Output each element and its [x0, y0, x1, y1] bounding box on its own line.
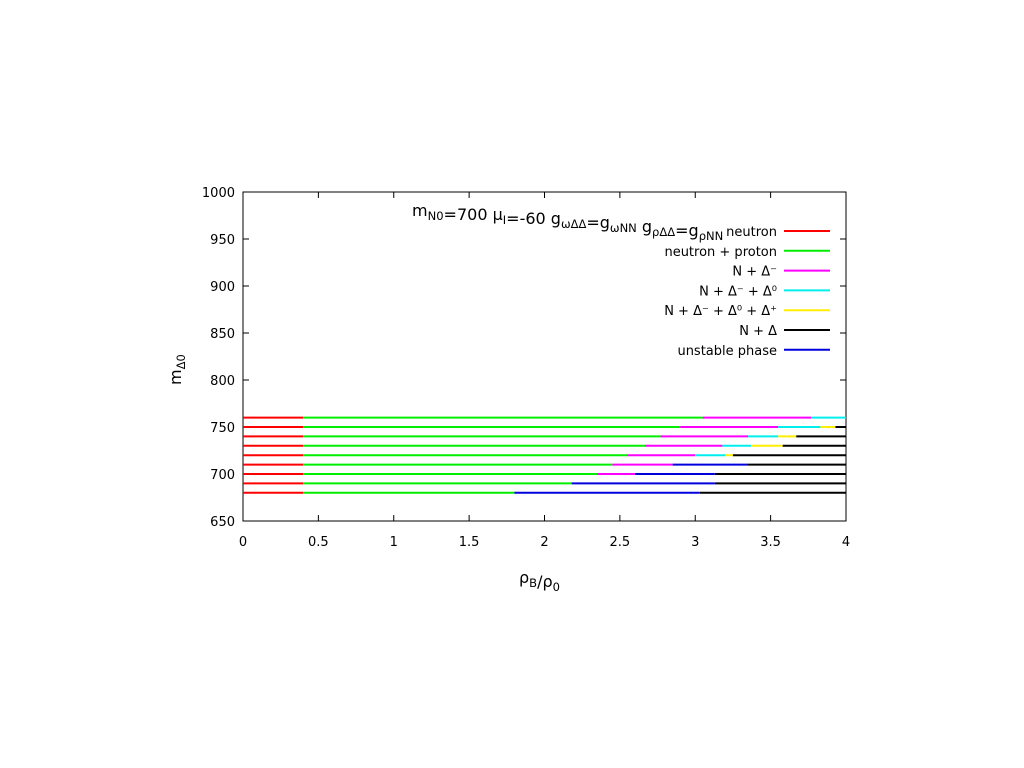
x-tick-label: 2: [540, 535, 548, 550]
label-part: =-60 g: [506, 209, 561, 228]
legend-label: N + Δ⁻: [732, 265, 777, 280]
legend-label: N + Δ⁻ + Δ⁰: [699, 284, 777, 299]
label-part: =g: [675, 221, 699, 240]
label-subscript: ρΔΔ: [652, 225, 675, 239]
label-part: m: [166, 369, 185, 385]
label: mΔ0: [166, 354, 188, 385]
x-tick-label: 0: [239, 535, 247, 550]
x-tick-label: 2.5: [610, 535, 631, 550]
label-subscript: ωNN: [610, 221, 637, 235]
label-subscript: 0: [553, 580, 560, 594]
legend-label: neutron: [726, 225, 777, 240]
label-subscript: I: [503, 213, 506, 227]
y-tick-label: 650: [210, 515, 235, 530]
y-tick-label: 750: [210, 421, 235, 436]
label-subscript: ρNN: [699, 229, 724, 243]
label-part: g: [637, 217, 652, 236]
label-part: =g: [586, 213, 610, 232]
y-tick-label: 800: [210, 374, 235, 389]
label-subscript: Δ0: [174, 354, 188, 369]
x-tick-label: 0.5: [308, 535, 329, 550]
legend-label: unstable phase: [677, 344, 777, 359]
x-tick-label: 3.5: [760, 535, 781, 550]
label-part: =700 μ: [444, 205, 503, 224]
legend-label: N + Δ⁻ + Δ⁰ + Δ⁺: [664, 304, 777, 319]
y-tick-label: 900: [210, 280, 235, 295]
label-subscript: B: [529, 576, 537, 590]
label: mN0=700 μI=-60 gωΔΔ=gωNN gρΔΔ=gρNN: [412, 201, 723, 243]
x-tick-label: 1: [390, 535, 398, 550]
legend-label: neutron + proton: [664, 245, 777, 260]
legend-label: N + Δ: [739, 324, 777, 339]
label-part: ρ: [519, 568, 529, 587]
x-tick-label: 3: [691, 535, 699, 550]
label: ρB/ρ0: [519, 568, 560, 594]
y-tick-label: 950: [210, 233, 235, 248]
y-tick-label: 1000: [202, 186, 235, 201]
label-subscript: N0: [428, 209, 444, 223]
x-tick-label: 4: [842, 535, 850, 550]
x-tick-label: 1.5: [459, 535, 480, 550]
label-part: /ρ: [537, 572, 553, 591]
y-tick-label: 700: [210, 468, 235, 483]
label-subscript: ωΔΔ: [561, 217, 587, 231]
label-part: m: [412, 201, 428, 220]
y-tick-label: 850: [210, 327, 235, 342]
